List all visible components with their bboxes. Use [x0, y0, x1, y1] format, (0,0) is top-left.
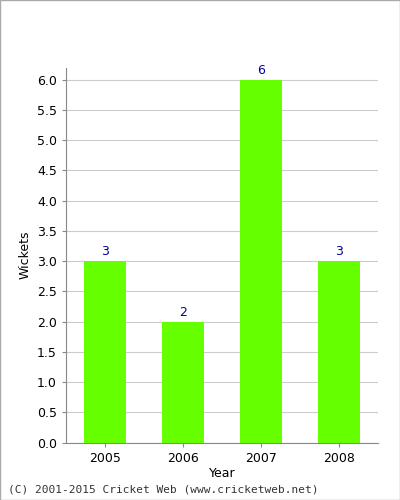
Bar: [162, 322, 204, 442]
Text: 3: 3: [101, 245, 109, 258]
Bar: [240, 80, 282, 442]
Text: 3: 3: [335, 245, 343, 258]
Text: 2: 2: [179, 306, 187, 318]
X-axis label: Year: Year: [209, 468, 235, 480]
Text: 6: 6: [257, 64, 265, 76]
Bar: [84, 261, 126, 442]
Bar: [318, 261, 360, 442]
Y-axis label: Wickets: Wickets: [18, 231, 32, 279]
Text: (C) 2001-2015 Cricket Web (www.cricketweb.net): (C) 2001-2015 Cricket Web (www.cricketwe…: [8, 485, 318, 495]
